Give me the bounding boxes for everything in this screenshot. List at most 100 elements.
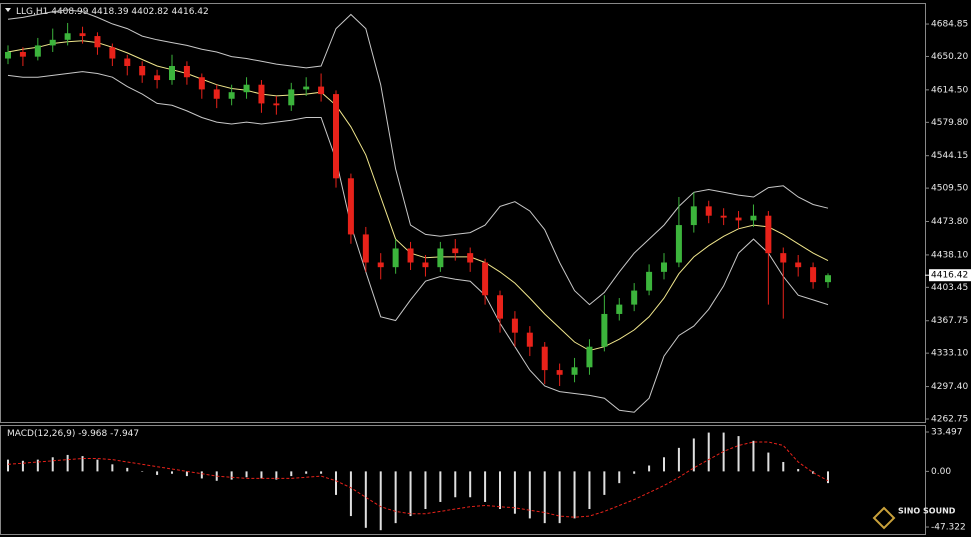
candle-body: [810, 267, 817, 283]
macd-bar: [797, 469, 800, 472]
y-tick-label: 4297.40: [931, 382, 968, 392]
close-value: 4416.42: [172, 7, 209, 17]
candle-body: [183, 66, 190, 78]
low-value: 4402.82: [131, 7, 168, 17]
macd-bar: [469, 471, 472, 498]
candle-body: [94, 36, 101, 48]
macd-bar: [722, 432, 725, 472]
macd-bar: [513, 471, 516, 514]
candle-body: [452, 248, 459, 254]
macd-bar: [692, 438, 695, 472]
logo: SINO SOUND: [872, 506, 956, 530]
macd-bar: [305, 471, 308, 474]
candle-body: [422, 262, 429, 268]
candle-body: [601, 313, 608, 347]
macd-bar: [320, 471, 323, 474]
candle-body: [646, 271, 653, 291]
y-tick-label: 4262.75: [931, 414, 968, 424]
macd-bar: [200, 471, 203, 479]
macd-bar: [185, 471, 188, 477]
candle-body: [347, 178, 354, 235]
y-tick-label: 4438.10: [931, 250, 968, 260]
candle-body: [780, 253, 787, 263]
macd-bar: [364, 471, 367, 528]
macd-name: MACD(12,26,9): [7, 429, 75, 439]
candle-body: [705, 206, 712, 216]
candle-body: [19, 51, 26, 57]
candle-body: [303, 86, 310, 90]
candle-body: [690, 206, 697, 226]
candle-body: [675, 225, 682, 263]
indicator-line: [7, 40, 829, 352]
y-tick-label: 4403.45: [931, 283, 968, 293]
macd-bar: [603, 471, 606, 495]
candle-body: [64, 33, 71, 40]
macd-bar: [528, 471, 531, 519]
macd-bar: [454, 471, 457, 498]
candle-body: [288, 89, 295, 106]
macd-bar: [752, 440, 755, 472]
chart-title: LLG,H1 4408.99 4418.39 4402.82 4416.42: [16, 7, 209, 17]
candle-body: [318, 86, 325, 95]
candle-body: [765, 215, 772, 254]
macd-bar: [66, 454, 69, 472]
macd-bar: [394, 471, 397, 524]
candle-body: [273, 103, 280, 106]
candle-body: [750, 215, 757, 221]
candle-body: [228, 92, 235, 99]
macd-bar: [767, 452, 770, 472]
open-value: 4408.99: [51, 7, 88, 17]
macd-bar: [618, 471, 621, 484]
macd-bar: [543, 471, 546, 524]
y-tick-label: 4684.85: [931, 20, 968, 30]
candle-body: [437, 248, 444, 268]
macd-bar: [171, 471, 173, 474]
menu-arrow: [5, 8, 11, 12]
macd-bar: [36, 459, 39, 472]
macd-bar: [827, 471, 829, 484]
candle-body: [377, 262, 384, 268]
candle-body: [467, 253, 474, 263]
macd-value: -9.968: [78, 429, 107, 439]
macd-bar: [439, 471, 442, 502]
candle-body: [497, 295, 503, 319]
candle-body: [720, 215, 727, 218]
macd-bar: [126, 467, 129, 472]
y-tick-label: 0.00: [931, 467, 951, 477]
macd-bar: [111, 464, 114, 472]
y-tick-label: 33.497: [931, 427, 963, 437]
signal-value: -7.947: [110, 429, 139, 439]
candle-body: [79, 33, 86, 37]
macd-bar: [409, 471, 412, 517]
macd-bar: [335, 471, 337, 495]
macd-bar: [156, 471, 159, 475]
candle-body: [49, 39, 56, 46]
candle-body: [258, 84, 265, 104]
y-tick-label: -47.322: [931, 523, 966, 533]
macd-bar: [260, 471, 263, 479]
candle-body: [631, 290, 638, 305]
current-price-box: [929, 269, 971, 282]
candle-body: [541, 346, 548, 371]
candle-body: [139, 66, 146, 76]
y-tick-label: 4509.50: [931, 184, 968, 194]
logo-text: SINO SOUND: [898, 507, 956, 516]
macd-bar: [663, 457, 665, 472]
logo-mark: [872, 506, 896, 530]
macd-bar: [812, 471, 815, 474]
macd-bar: [782, 461, 785, 472]
macd-bar: [633, 471, 636, 474]
candle-body: [407, 248, 414, 263]
candle-body: [109, 47, 116, 59]
candle-body: [243, 84, 250, 93]
candle-body: [616, 304, 623, 314]
macd-bar: [51, 457, 54, 472]
candle-body: [169, 66, 175, 81]
candle-body: [34, 45, 41, 57]
candle-body: [213, 89, 220, 99]
candle-body: [198, 77, 205, 90]
indicator-line: [7, 9, 829, 306]
macd-bar: [290, 471, 293, 477]
macd-bar: [379, 471, 382, 531]
